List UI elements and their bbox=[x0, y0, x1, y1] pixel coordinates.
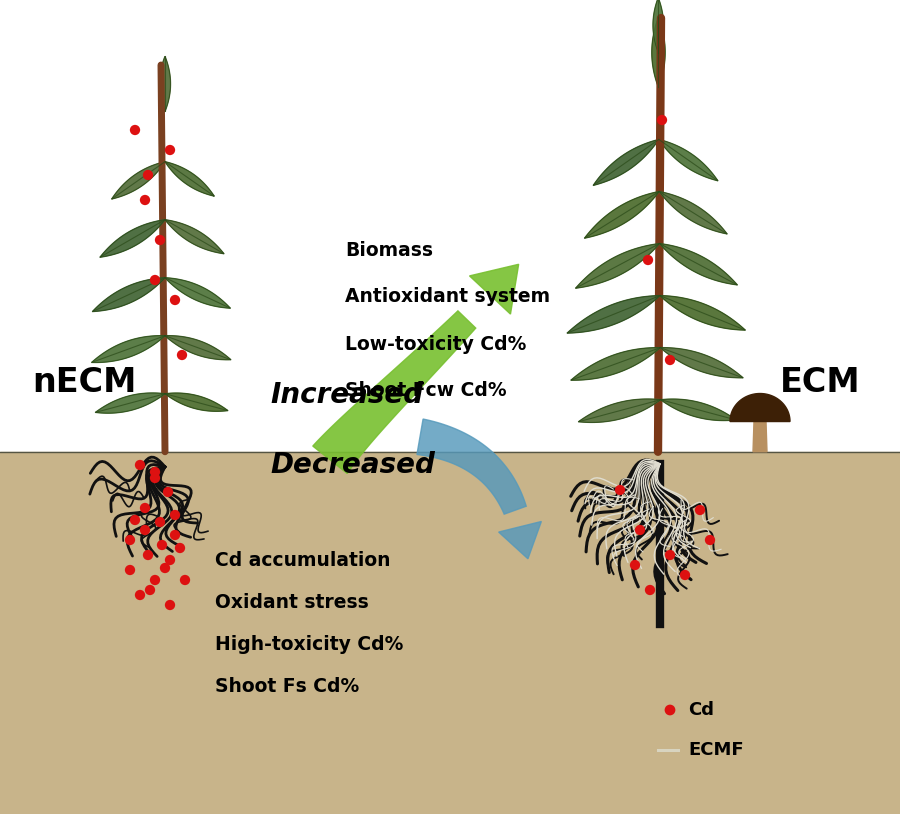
Polygon shape bbox=[165, 162, 214, 196]
Polygon shape bbox=[112, 162, 165, 199]
Point bbox=[703, 533, 717, 546]
Text: Shoot Fs Cd%: Shoot Fs Cd% bbox=[215, 676, 359, 695]
Point bbox=[158, 562, 172, 575]
Polygon shape bbox=[661, 399, 736, 421]
Polygon shape bbox=[730, 393, 790, 422]
Polygon shape bbox=[571, 348, 661, 380]
Point bbox=[143, 584, 157, 597]
Text: Decreased: Decreased bbox=[270, 451, 435, 479]
Polygon shape bbox=[659, 139, 718, 181]
Point bbox=[133, 458, 148, 471]
Text: Oxidant stress: Oxidant stress bbox=[215, 593, 369, 611]
Text: Low-toxicity Cd%: Low-toxicity Cd% bbox=[345, 335, 526, 353]
Point bbox=[175, 348, 189, 361]
Polygon shape bbox=[93, 278, 165, 312]
Polygon shape bbox=[576, 243, 660, 288]
Polygon shape bbox=[499, 522, 542, 558]
Text: Cd: Cd bbox=[688, 701, 714, 719]
Polygon shape bbox=[92, 335, 165, 362]
Point bbox=[173, 541, 187, 554]
Point bbox=[167, 294, 182, 307]
Point bbox=[153, 234, 167, 247]
Bar bbox=[0, 452, 900, 814]
Polygon shape bbox=[593, 139, 659, 186]
Point bbox=[148, 274, 162, 287]
Point bbox=[138, 194, 152, 207]
Bar bbox=[0, 0, 900, 452]
Point bbox=[153, 515, 167, 528]
Point bbox=[167, 528, 182, 541]
Point bbox=[628, 558, 643, 571]
Point bbox=[140, 549, 155, 562]
Text: High-toxicity Cd%: High-toxicity Cd% bbox=[215, 634, 403, 654]
Point bbox=[128, 124, 142, 137]
Polygon shape bbox=[661, 348, 743, 378]
Polygon shape bbox=[579, 399, 661, 422]
Text: ECM: ECM bbox=[780, 365, 860, 399]
Polygon shape bbox=[567, 295, 660, 333]
Text: Shoot Fcw Cd%: Shoot Fcw Cd% bbox=[345, 382, 507, 400]
Polygon shape bbox=[417, 419, 526, 514]
Point bbox=[163, 598, 177, 611]
Polygon shape bbox=[585, 191, 659, 239]
Polygon shape bbox=[659, 191, 727, 234]
Point bbox=[138, 501, 152, 514]
Point bbox=[148, 471, 162, 484]
Point bbox=[133, 589, 148, 602]
Point bbox=[163, 554, 177, 567]
Point bbox=[148, 466, 162, 479]
Point bbox=[148, 574, 162, 587]
Point bbox=[128, 514, 142, 527]
Point bbox=[122, 563, 137, 576]
Point bbox=[643, 584, 657, 597]
Text: ECMF: ECMF bbox=[688, 741, 743, 759]
Polygon shape bbox=[652, 17, 665, 87]
Point bbox=[693, 504, 707, 517]
Polygon shape bbox=[660, 295, 745, 330]
Text: Biomass: Biomass bbox=[345, 240, 433, 260]
Polygon shape bbox=[660, 243, 737, 285]
Polygon shape bbox=[165, 393, 228, 411]
Point bbox=[167, 509, 182, 522]
Point bbox=[163, 143, 177, 156]
Point bbox=[122, 533, 137, 546]
Point bbox=[140, 168, 155, 182]
Polygon shape bbox=[470, 265, 518, 314]
Polygon shape bbox=[653, 0, 663, 53]
Point bbox=[633, 523, 647, 536]
Text: Cd accumulation: Cd accumulation bbox=[215, 550, 391, 570]
Polygon shape bbox=[165, 220, 224, 254]
Text: nECM: nECM bbox=[32, 365, 137, 399]
Point bbox=[678, 568, 692, 581]
Point bbox=[178, 574, 193, 587]
Polygon shape bbox=[95, 393, 165, 414]
Polygon shape bbox=[165, 335, 230, 360]
Point bbox=[662, 549, 677, 562]
Polygon shape bbox=[753, 422, 767, 452]
Point bbox=[662, 353, 677, 366]
Polygon shape bbox=[100, 220, 165, 257]
Point bbox=[641, 253, 655, 266]
Point bbox=[662, 703, 677, 716]
Point bbox=[138, 523, 152, 536]
Point bbox=[155, 539, 169, 552]
Point bbox=[613, 484, 627, 497]
Point bbox=[161, 485, 176, 498]
Text: Antioxidant system: Antioxidant system bbox=[345, 287, 550, 307]
Text: Increased: Increased bbox=[270, 381, 423, 409]
Polygon shape bbox=[159, 56, 170, 112]
Point bbox=[655, 113, 670, 126]
Polygon shape bbox=[313, 311, 476, 474]
Polygon shape bbox=[165, 278, 230, 309]
